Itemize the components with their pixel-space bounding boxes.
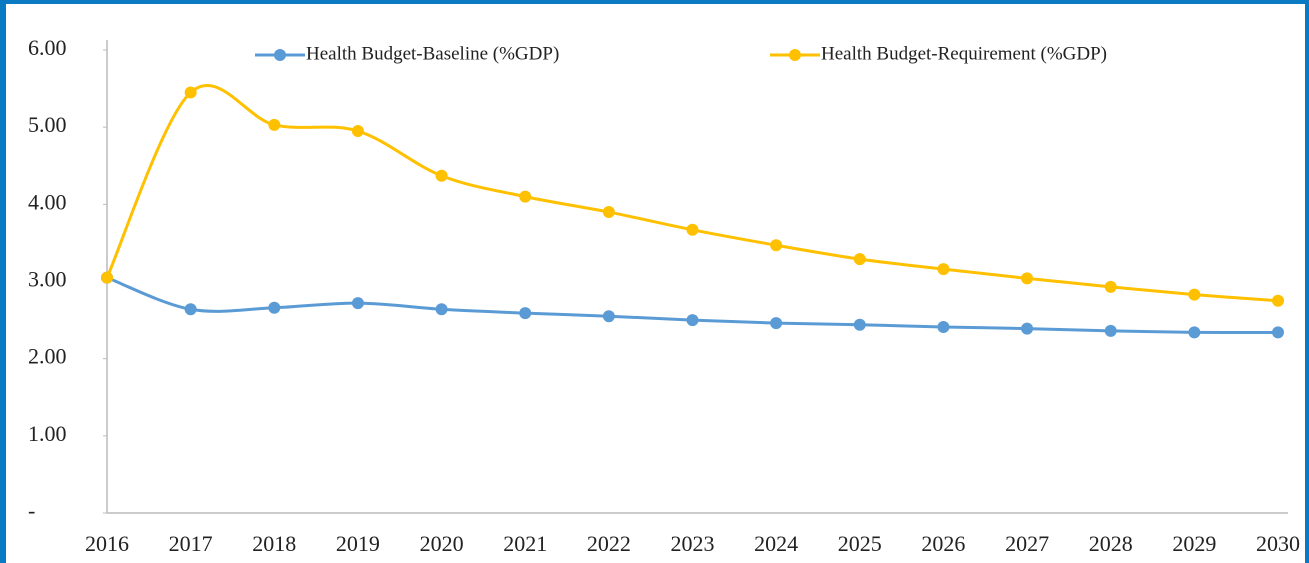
y-tick-label: 3.00	[28, 267, 67, 292]
y-tick-label: -	[28, 498, 35, 523]
point	[937, 263, 950, 276]
x-tick-label: 2019	[336, 531, 380, 556]
legend-label: Health Budget-Requirement (%GDP)	[821, 43, 1107, 64]
point	[686, 314, 699, 327]
point	[435, 303, 448, 316]
point	[853, 318, 866, 331]
legend-label: Health Budget-Baseline (%GDP)	[306, 43, 559, 64]
point	[1188, 326, 1201, 339]
x-tick-label: 2026	[921, 531, 965, 556]
y-tick-label: 1.00	[28, 421, 67, 446]
point	[770, 317, 783, 330]
x-tick-label: 2016	[85, 531, 129, 556]
point	[184, 303, 197, 316]
y-tick-label: 4.00	[28, 189, 67, 214]
point	[602, 310, 615, 323]
point	[937, 321, 950, 334]
x-tick-label: 2023	[671, 531, 715, 556]
point	[1021, 322, 1034, 335]
point	[1104, 324, 1117, 337]
legend-marker	[274, 49, 286, 61]
x-tick-label: 2025	[838, 531, 882, 556]
x-tick-label: 2018	[252, 531, 296, 556]
point	[351, 125, 364, 138]
point	[101, 271, 113, 284]
point	[1188, 288, 1201, 301]
point	[1272, 326, 1284, 339]
point	[184, 86, 197, 99]
x-tick-label: 2017	[169, 531, 213, 556]
y-tick-label: 2.00	[28, 344, 67, 369]
point	[519, 190, 532, 203]
point	[853, 253, 866, 266]
x-tick-label: 2021	[503, 531, 547, 556]
point	[1104, 280, 1117, 293]
x-tick-label: 2024	[754, 531, 798, 556]
point	[268, 118, 281, 131]
x-tick-label: 2022	[587, 531, 631, 556]
point	[770, 239, 783, 252]
legend-marker	[789, 49, 801, 61]
series-line	[105, 84, 1279, 303]
point	[435, 169, 448, 182]
point	[602, 206, 615, 219]
point	[519, 307, 532, 320]
point	[1021, 272, 1034, 285]
point	[1272, 294, 1284, 307]
point	[351, 297, 364, 310]
x-tick-label: 2030	[1256, 531, 1300, 556]
x-tick-label: 2028	[1089, 531, 1133, 556]
x-tick-label: 2020	[420, 531, 464, 556]
point	[268, 301, 281, 314]
y-tick-label: 6.00	[28, 35, 67, 60]
y-tick-label: 5.00	[28, 112, 67, 137]
x-tick-label: 2029	[1172, 531, 1216, 556]
x-tick-label: 2027	[1005, 531, 1049, 556]
point	[686, 223, 699, 236]
